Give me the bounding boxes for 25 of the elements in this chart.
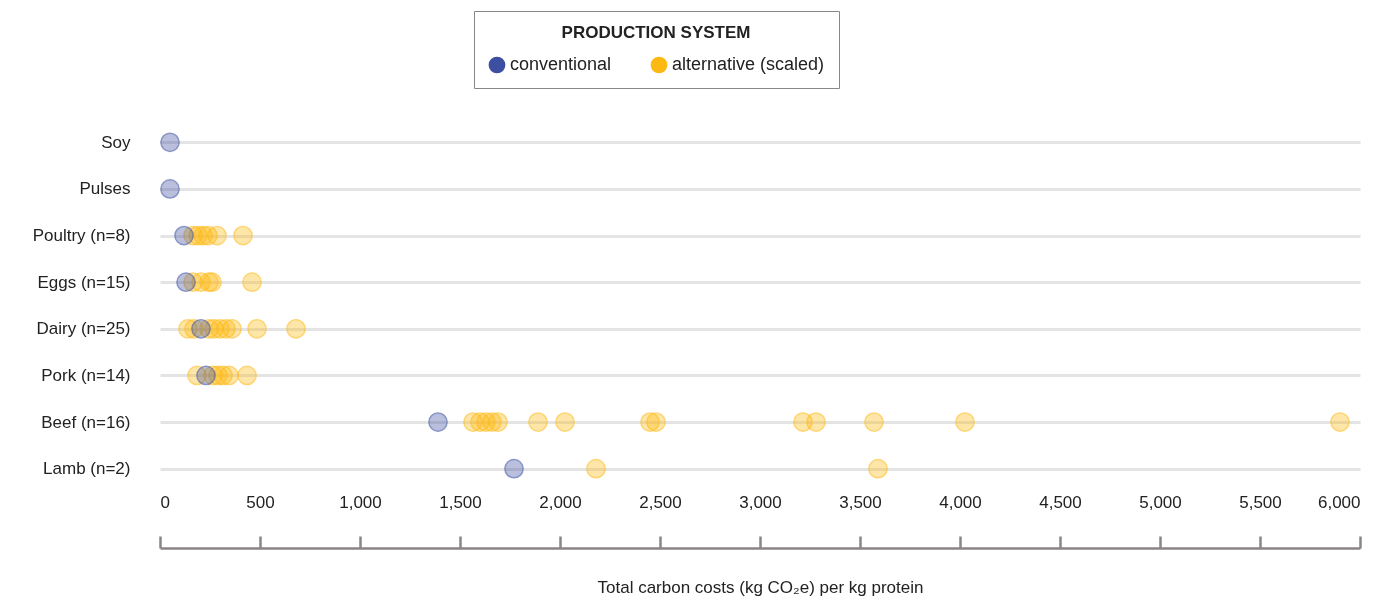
y-tick-label: Soy	[101, 132, 131, 152]
y-tick-label: Eggs (n=15)	[37, 272, 131, 292]
y-tick-label: Lamb (n=2)	[43, 459, 131, 479]
x-tick-label: 0	[160, 492, 170, 512]
x-tick-label: 500	[246, 492, 275, 512]
x-tick-label: 1,500	[439, 492, 482, 512]
legend-label: conventional	[510, 54, 612, 74]
x-tick-label: 3,000	[739, 492, 782, 512]
y-tick-label: Pulses	[79, 179, 131, 199]
y-tick-label: Dairy (n=25)	[36, 319, 131, 339]
y-tick-label: Beef (n=16)	[41, 412, 131, 432]
x-axis-title: Total carbon costs (kg CO₂e) per kg protein	[597, 577, 924, 597]
x-tick-label: 5,500	[1239, 492, 1282, 512]
x-tick-label: 6,000	[1317, 492, 1361, 512]
x-tick-label: 1,000	[339, 492, 382, 512]
x-tick-label: 5,000	[1139, 492, 1182, 512]
x-tick-label: 2,000	[539, 492, 582, 512]
y-tick-label: Poultry (n=8)	[32, 226, 131, 246]
x-tick-label: 4,000	[939, 492, 982, 512]
x-tick-label: 4,500	[1039, 492, 1082, 512]
legend-title: PRODUCTION SYSTEM	[561, 23, 751, 42]
x-tick-label: 3,500	[839, 492, 882, 512]
y-tick-label: Pork (n=14)	[41, 365, 131, 385]
legend-label: alternative (scaled)	[672, 54, 825, 74]
x-tick-label: 2,500	[639, 492, 682, 512]
